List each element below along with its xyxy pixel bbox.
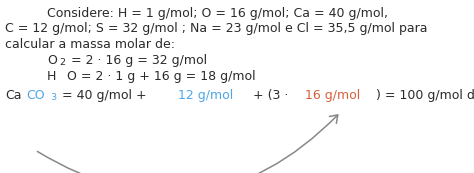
- Text: 3: 3: [50, 93, 56, 102]
- Text: 16 g/mol: 16 g/mol: [305, 89, 360, 102]
- Text: O = 2 · 1 g + 16 g = 18 g/mol: O = 2 · 1 g + 16 g = 18 g/mol: [67, 70, 255, 83]
- Text: + (3 ·: + (3 ·: [249, 89, 292, 102]
- Text: calcular a massa molar de:: calcular a massa molar de:: [5, 38, 175, 51]
- Text: C = 12 g/mol; S = 32 g/mol ; Na = 23 g/mol e Cl = 35,5 g/mol para: C = 12 g/mol; S = 32 g/mol ; Na = 23 g/m…: [5, 22, 428, 35]
- Text: Ca: Ca: [5, 89, 21, 102]
- Text: Considere: H = 1 g/mol; O = 16 g/mol; Ca = 40 g/mol,: Considere: H = 1 g/mol; O = 16 g/mol; Ca…: [47, 7, 388, 20]
- Text: H: H: [47, 70, 56, 83]
- Text: 2: 2: [60, 58, 66, 67]
- Text: ) = 100 g/mol de CaCO: ) = 100 g/mol de CaCO: [376, 89, 474, 102]
- Text: O: O: [47, 54, 57, 67]
- Text: = 2 · 16 g = 32 g/mol: = 2 · 16 g = 32 g/mol: [67, 54, 208, 67]
- Text: CO: CO: [26, 89, 45, 102]
- Text: = 40 g/mol +: = 40 g/mol +: [58, 89, 151, 102]
- FancyArrowPatch shape: [37, 115, 338, 173]
- Text: 12 g/mol: 12 g/mol: [178, 89, 233, 102]
